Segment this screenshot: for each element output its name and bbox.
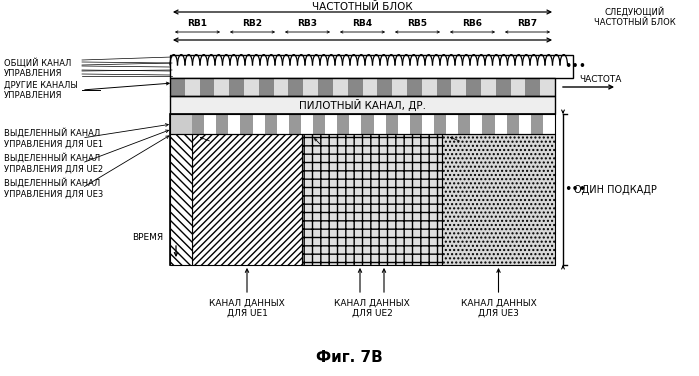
- Bar: [496, 78, 510, 96]
- Text: RB2: RB2: [243, 18, 263, 27]
- Bar: [459, 114, 470, 134]
- Text: СЛЕДУЮЩИЙ
ЧАСТОТНЫЙ БЛОК: СЛЕДУЮЩИЙ ЧАСТОТНЫЙ БЛОК: [594, 7, 676, 27]
- Text: КАНАЛ ДАННЫХ
ДЛЯ UE2: КАНАЛ ДАННЫХ ДЛЯ UE2: [334, 298, 410, 318]
- Bar: [170, 55, 573, 78]
- Text: ОДИН ПОДКАДР: ОДИН ПОДКАДР: [574, 185, 656, 194]
- Bar: [392, 78, 407, 96]
- Bar: [421, 78, 437, 96]
- Bar: [481, 78, 496, 96]
- Bar: [410, 114, 422, 134]
- Bar: [531, 114, 543, 134]
- Bar: [170, 78, 185, 96]
- Bar: [526, 78, 540, 96]
- Text: ДРУГИЕ КАНАЛЫ
УПРАВЛЕНИЯ: ДРУГИЕ КАНАЛЫ УПРАВЛЕНИЯ: [4, 80, 78, 100]
- Bar: [313, 114, 325, 134]
- Text: ОБЩИЙ КАНАЛ
УПРАВЛЕНИЯ: ОБЩИЙ КАНАЛ УПРАВЛЕНИЯ: [4, 58, 71, 78]
- Text: ВЫДЕЛЕННЫЙ КАНАЛ
УПРАВЛЕНИЯ ДЛЯ UE3: ВЫДЕЛЕННЫЙ КАНАЛ УПРАВЛЕНИЯ ДЛЯ UE3: [4, 178, 103, 198]
- Text: RB7: RB7: [517, 18, 538, 27]
- Bar: [373, 114, 386, 134]
- Bar: [482, 114, 494, 134]
- Bar: [407, 78, 421, 96]
- Bar: [422, 114, 434, 134]
- Bar: [185, 78, 200, 96]
- Bar: [325, 114, 337, 134]
- Text: ЧАСТОТА: ЧАСТОТА: [579, 74, 621, 83]
- Text: ВРЕМЯ: ВРЕМЯ: [132, 233, 164, 243]
- Bar: [507, 114, 519, 134]
- Bar: [215, 78, 229, 96]
- Bar: [494, 114, 507, 134]
- Text: RB6: RB6: [463, 18, 482, 27]
- Bar: [289, 78, 303, 96]
- Bar: [216, 114, 229, 134]
- Bar: [543, 114, 555, 134]
- Bar: [318, 78, 333, 96]
- Text: •••: •••: [564, 60, 586, 73]
- Bar: [510, 78, 526, 96]
- Bar: [229, 114, 240, 134]
- Bar: [540, 78, 555, 96]
- Bar: [350, 114, 361, 134]
- Bar: [170, 134, 192, 265]
- Text: RB4: RB4: [352, 18, 373, 27]
- Text: RB5: RB5: [408, 18, 428, 27]
- Bar: [337, 114, 350, 134]
- Bar: [442, 134, 555, 265]
- Bar: [170, 78, 555, 96]
- Text: ВЫДЕЛЕННЫЙ КАНАЛ
УПРАВЛЕНИЯ ДЛЯ UE1: ВЫДЕЛЕННЫЙ КАНАЛ УПРАВЛЕНИЯ ДЛЯ UE1: [4, 128, 103, 148]
- Bar: [273, 78, 289, 96]
- Bar: [361, 114, 373, 134]
- Bar: [519, 114, 531, 134]
- Text: ВЫДЕЛЕННЫЙ КАНАЛ
УПРАВЛЕНИЯ ДЛЯ UE2: ВЫДЕЛЕННЫЙ КАНАЛ УПРАВЛЕНИЯ ДЛЯ UE2: [4, 153, 103, 173]
- Bar: [240, 114, 252, 134]
- Text: КАНАЛ ДАННЫХ
ДЛЯ UE3: КАНАЛ ДАННЫХ ДЛЯ UE3: [461, 298, 536, 318]
- Bar: [277, 114, 289, 134]
- Bar: [386, 114, 398, 134]
- Bar: [452, 78, 466, 96]
- Bar: [192, 114, 204, 134]
- Bar: [252, 114, 265, 134]
- Bar: [289, 114, 301, 134]
- Bar: [434, 114, 446, 134]
- Bar: [265, 114, 277, 134]
- Bar: [302, 134, 442, 265]
- Bar: [229, 78, 244, 96]
- Bar: [170, 114, 192, 134]
- Bar: [204, 114, 216, 134]
- Text: RB3: RB3: [298, 18, 317, 27]
- Bar: [170, 96, 555, 114]
- Bar: [470, 114, 482, 134]
- Bar: [192, 134, 302, 265]
- Bar: [446, 114, 459, 134]
- Bar: [200, 78, 215, 96]
- Text: RB1: RB1: [187, 18, 208, 27]
- Text: ПИЛОТНЫЙ КАНАЛ, ДР.: ПИЛОТНЫЙ КАНАЛ, ДР.: [299, 99, 426, 111]
- Bar: [301, 114, 313, 134]
- Text: ЧАСТОТНЫЙ БЛОК: ЧАСТОТНЫЙ БЛОК: [312, 2, 413, 12]
- Bar: [377, 78, 392, 96]
- Bar: [303, 78, 318, 96]
- Bar: [466, 78, 481, 96]
- Bar: [259, 78, 273, 96]
- Text: КАНАЛ ДАННЫХ
ДЛЯ UE1: КАНАЛ ДАННЫХ ДЛЯ UE1: [209, 298, 285, 318]
- Bar: [437, 78, 452, 96]
- Bar: [333, 78, 347, 96]
- Text: Фиг. 7В: Фиг. 7В: [316, 350, 382, 365]
- Text: •••: •••: [564, 183, 586, 196]
- Bar: [244, 78, 259, 96]
- Bar: [170, 114, 555, 265]
- Bar: [363, 78, 377, 96]
- Bar: [170, 114, 555, 134]
- Bar: [347, 78, 363, 96]
- Bar: [398, 114, 410, 134]
